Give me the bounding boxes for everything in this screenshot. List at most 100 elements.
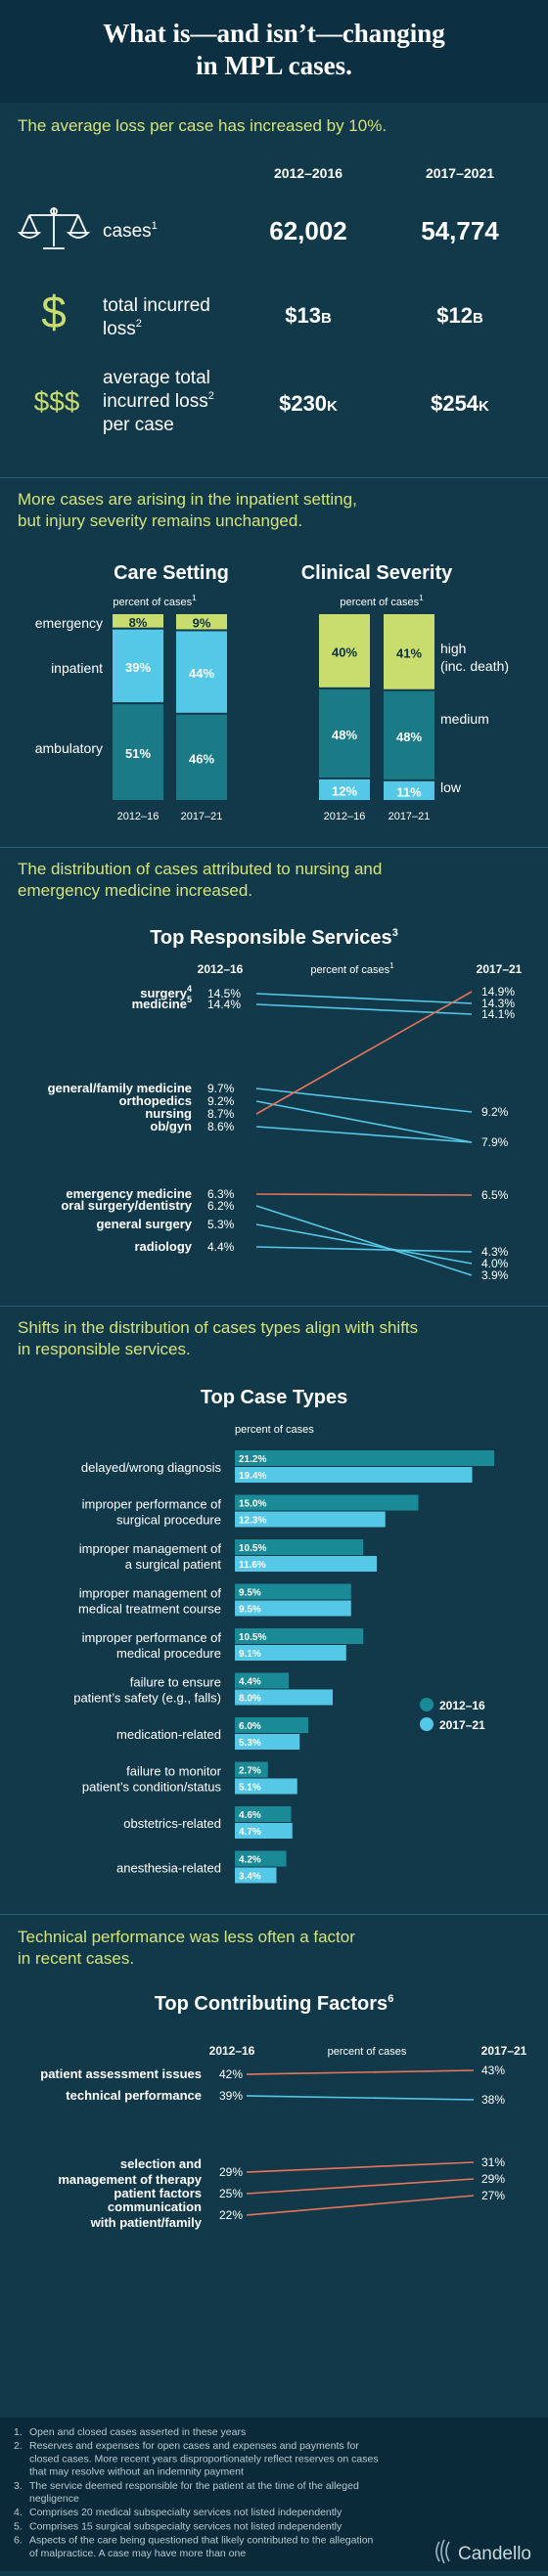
- case-label: delayed/wrong diagnosis: [81, 1460, 222, 1475]
- divider: [0, 847, 548, 848]
- service-value-right: 6.5%: [481, 1188, 509, 1202]
- sev-bar-segment: [319, 614, 370, 688]
- case-bar-2017: [235, 1823, 293, 1839]
- service-value-left: 5.3%: [207, 1218, 235, 1231]
- footnote-text: Open and closed cases asserted in these …: [29, 2426, 246, 2438]
- services-col-2: 2017–21: [477, 962, 523, 976]
- case-value-2017: 8.0%: [239, 1694, 261, 1705]
- col-header-1: 2012–2016: [274, 165, 342, 181]
- factor-line: [246, 2069, 475, 2075]
- footnote-number: 6.: [14, 2535, 23, 2547]
- case-value-2012: 4.2%: [239, 1855, 261, 1866]
- sev-bar-label: 12%: [332, 783, 357, 798]
- service-value-left: 9.2%: [207, 1094, 235, 1108]
- footnote-number: 5.: [14, 2520, 23, 2532]
- service-value-left: 4.4%: [207, 1240, 235, 1254]
- section4-lead-1: Shifts in the distribution of cases type…: [18, 1318, 419, 1337]
- case-bar-2012: [235, 1806, 292, 1822]
- service-label: oral surgery/dentistry: [61, 1198, 192, 1213]
- service-value-right: 3.9%: [481, 1268, 509, 1282]
- care-bar-label: 9%: [193, 616, 211, 631]
- factor-value-right: 38%: [481, 2093, 505, 2107]
- case-bar-2012: [235, 1850, 287, 1867]
- service-value-left: 14.4%: [207, 998, 241, 1011]
- factor-value-left: 39%: [219, 2089, 243, 2103]
- case-label: obstetrics-related: [123, 1816, 221, 1831]
- service-line: [255, 1126, 473, 1143]
- factor-value-left: 22%: [219, 2208, 243, 2222]
- sev-row-low: low: [440, 779, 462, 795]
- case-value-2017: 9.5%: [239, 1605, 261, 1616]
- service-value-left: 6.3%: [207, 1187, 235, 1201]
- factor-label: patient factors: [114, 2186, 202, 2200]
- footnote-text: The service deemed responsible for the p…: [29, 2480, 359, 2492]
- factor-value-right: 43%: [481, 2064, 505, 2077]
- sev-bar-segment: [384, 780, 434, 800]
- case-bar-2017: [235, 1645, 346, 1661]
- section3-lead-2: emergency medicine increased.: [18, 881, 253, 900]
- service-value-right: 4.0%: [481, 1257, 509, 1270]
- row-avg-label-1: average total: [103, 368, 210, 388]
- sev-row-high: high: [440, 641, 466, 656]
- factors-lines: patient assessment issues 42% 43% technical…: [40, 2064, 505, 2230]
- case-types-chart: Top Case Types percent of cases 21.2% 19.…: [73, 1387, 494, 1884]
- row-total-label-2: loss2: [103, 318, 142, 339]
- cases-value-2: 54,774: [421, 216, 499, 245]
- legend-swatch-1: [420, 1698, 434, 1711]
- case-value-2017: 19.4%: [239, 1471, 266, 1482]
- case-label-line1: failure to monitor: [126, 1764, 221, 1779]
- factor-label-line1: communication: [108, 2199, 202, 2214]
- service-value-right: 14.3%: [481, 997, 515, 1010]
- case-bar-2012: [235, 1450, 494, 1466]
- candello-logo-icon: [435, 2539, 450, 2564]
- case-value-2017: 3.4%: [239, 1872, 261, 1883]
- factor-label-line2: with patient/family: [90, 2215, 203, 2230]
- title-line-2: in MPL cases.: [196, 51, 352, 80]
- service-value-right: 4.3%: [481, 1245, 509, 1259]
- factors-title: Top Contributing Factors6: [155, 1993, 394, 2015]
- factor-label: technical performance: [66, 2088, 202, 2103]
- service-value-left: 8.7%: [207, 1107, 235, 1121]
- sev-bar-segment: [319, 688, 370, 777]
- case-bar-2017: [235, 1556, 377, 1572]
- case-value-2012: 2.7%: [239, 1766, 261, 1777]
- care-bar-segment: [113, 629, 163, 703]
- legend-label-1: 2012–16: [439, 1699, 485, 1712]
- title-line-1: What is—and isn’t—changing: [103, 19, 445, 48]
- footnote-text: Comprises 15 surgical subspecialty servi…: [29, 2520, 342, 2532]
- service-line: [255, 1205, 473, 1276]
- sev-row-medium: medium: [440, 711, 489, 727]
- factor-value-right: 29%: [481, 2172, 505, 2186]
- factor-line: [246, 2161, 475, 2173]
- service-label: medicine5: [132, 995, 192, 1011]
- case-type-bars: 21.2% 19.4% delayed/wrong diagnosis 15.0% 12…: [73, 1450, 494, 1884]
- section3-lead-1: The distribution of cases attributed to …: [18, 860, 383, 878]
- case-value-2017: 5.1%: [239, 1783, 261, 1794]
- footnote-text: Comprises 20 medical subspecialty servic…: [29, 2507, 342, 2518]
- section3-lead: The distribution of cases attributed to …: [18, 859, 382, 902]
- section5-lead: Technical performance was less often a f…: [18, 1927, 355, 1970]
- case-value-2012: 4.6%: [239, 1810, 261, 1821]
- case-bar-2012: [235, 1761, 268, 1778]
- section2-lead-2: but injury severity remains unchanged.: [18, 511, 303, 530]
- services-col-1: 2012–16: [198, 962, 244, 976]
- divider: [0, 477, 548, 478]
- case-label: anesthesia-related: [116, 1861, 221, 1876]
- case-bar-2012: [235, 1539, 364, 1555]
- services-col-mid: percent of cases1: [310, 961, 394, 976]
- case-value-2017: 12.3%: [239, 1516, 266, 1527]
- severity-bars: 40% 48% 12% 41% 48% 11%: [319, 614, 434, 800]
- divider: [0, 1914, 548, 1915]
- sev-bar-label: 11%: [396, 784, 422, 799]
- service-value-left: 8.6%: [207, 1120, 235, 1133]
- case-bar-2012: [235, 1583, 351, 1600]
- sev-row-high-sub: (inc. death): [440, 658, 509, 674]
- case-value-2017: 5.3%: [239, 1738, 261, 1749]
- service-label: general surgery: [96, 1217, 192, 1231]
- care-bar-label: 46%: [189, 751, 214, 766]
- case-bar-2017: [235, 1778, 297, 1795]
- footnote-text: of malpractice. A case may have more tha…: [29, 2548, 246, 2559]
- case-value-2017: 4.7%: [239, 1827, 261, 1838]
- case-bar-2017: [235, 1867, 277, 1884]
- service-value-left: 14.5%: [207, 987, 241, 1000]
